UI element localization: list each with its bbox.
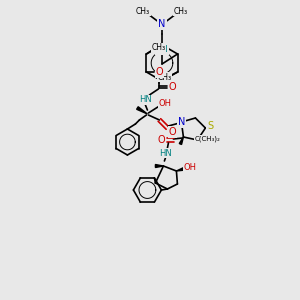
Polygon shape — [176, 168, 184, 171]
Text: C(CH₃)₂: C(CH₃)₂ — [194, 136, 220, 142]
Text: HN: HN — [139, 95, 152, 104]
Text: N: N — [158, 19, 166, 29]
Text: CH₃: CH₃ — [158, 73, 172, 82]
Text: OH: OH — [184, 164, 197, 172]
Text: O: O — [169, 127, 176, 137]
Text: HN: HN — [156, 46, 168, 55]
Polygon shape — [179, 137, 183, 145]
Text: O: O — [156, 67, 163, 77]
Text: HN: HN — [159, 148, 172, 158]
Text: CH₃: CH₃ — [174, 7, 188, 16]
Text: O: O — [169, 82, 176, 92]
Polygon shape — [155, 164, 164, 167]
Text: O: O — [158, 135, 165, 145]
Text: N: N — [178, 117, 185, 127]
Text: S: S — [207, 121, 214, 131]
Polygon shape — [136, 107, 147, 114]
Text: CH₃: CH₃ — [151, 44, 166, 52]
Text: OH: OH — [159, 100, 172, 109]
Text: CH₃: CH₃ — [136, 7, 150, 16]
